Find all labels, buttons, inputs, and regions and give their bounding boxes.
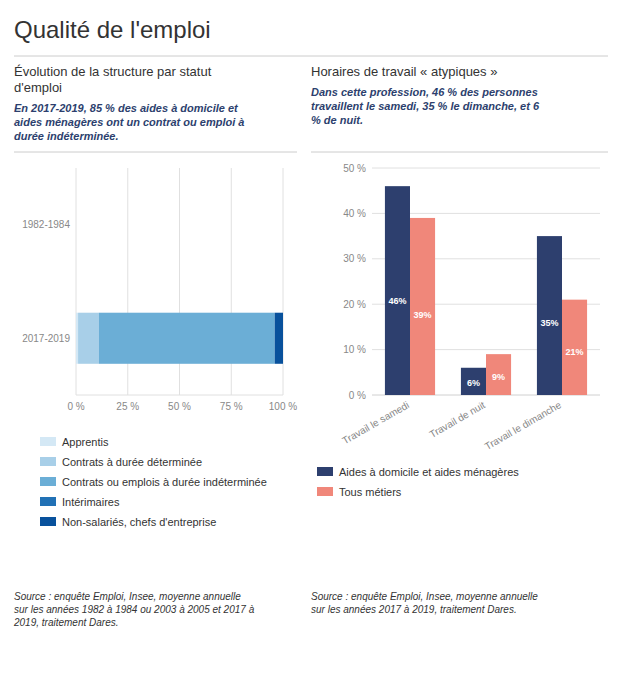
main-title: Qualité de l'emploi: [14, 16, 211, 43]
panel: Évolution de la structure par statutd'em…: [13, 64, 297, 628]
category-label: Travail de nuit: [427, 399, 487, 440]
text-line: durée indéterminée.: [14, 130, 119, 142]
labels: 0 % 25 % 50 % 75 % 100 % 2017-2019 1982-1984: [22, 219, 297, 412]
tick-label: 30 %: [343, 253, 366, 264]
bar: [385, 186, 410, 395]
panel-title: Évolution de la structure par statutd'em…: [14, 64, 212, 95]
category-label: 1982-1984: [22, 219, 70, 230]
text-line: sur les années 1982 à 1984 ou 2003 à 200…: [14, 604, 255, 615]
tick-label: 50 %: [343, 163, 366, 174]
text-line: Évolution de la structure par statut: [14, 64, 212, 79]
text-line: En 2017-2019, 85 % des aides à domicile …: [14, 102, 239, 114]
bar: [486, 354, 511, 395]
tick-label: 25 %: [116, 401, 139, 412]
legend-label: Apprentis: [62, 436, 109, 448]
legend-swatch: [40, 477, 56, 486]
legend: Aides à domicile et aides ménagères Tous …: [317, 466, 519, 498]
bar: [76, 199, 77, 250]
bar: [537, 236, 562, 395]
text-line: d'emploi: [14, 80, 62, 95]
category-label: Travail le samedi: [340, 399, 411, 446]
text-line: aides ménagères ont un contrat ou emploi…: [14, 116, 244, 128]
legend-label: Intérimaires: [62, 496, 120, 508]
category-label: 2017-2019: [22, 333, 70, 344]
legend-swatch: [40, 517, 56, 526]
bar: [99, 313, 275, 364]
legend-swatch: [317, 487, 333, 496]
bar: [76, 313, 78, 364]
legend-swatch: [40, 437, 56, 446]
tick-label: 100 %: [269, 401, 297, 412]
legend: Apprentis Contrats à durée déterminée Cont…: [40, 436, 267, 528]
bar: [562, 300, 587, 395]
panel-title: Horaires de travail « atypiques »: [311, 64, 497, 79]
legend-label: Aides à domicile et aides ménagères: [339, 466, 519, 478]
grid: [76, 168, 283, 395]
separator: [311, 152, 608, 153]
bar: [275, 313, 283, 364]
legend-label: Contrats ou emplois à durée indéterminée: [62, 476, 267, 488]
data-label: 6%: [467, 378, 480, 388]
bar: [76, 199, 77, 250]
text-line: % de nuit.: [311, 114, 363, 126]
separator: [14, 152, 297, 153]
tick-label: 75 %: [220, 401, 243, 412]
marks: [76, 313, 283, 364]
tick-label: 0 %: [349, 390, 366, 401]
legend-label: Non-salariés, chefs d'entreprise: [62, 516, 216, 528]
grid-line: [372, 168, 600, 169]
bar: [76, 199, 77, 250]
panel: Horaires de travail « atypiques » Dans ce…: [311, 64, 608, 615]
grid: [372, 168, 600, 395]
subtitle: Dans cette profession, 46 % des personne…: [311, 86, 540, 126]
tick-label: 20 %: [343, 299, 366, 310]
legend-swatch: [40, 497, 56, 506]
legend-label: Contrats à durée déterminée: [62, 456, 202, 468]
category-label: Travail le dimanche: [483, 399, 564, 452]
data-label: 46%: [388, 296, 406, 306]
legend-label: Tous métiers: [339, 486, 402, 498]
text-line: Source : enquête Emploi, Insee, moyenne …: [311, 591, 538, 602]
text-line: Dans cette profession, 46 % des personne…: [311, 86, 538, 98]
marks: [385, 186, 587, 395]
text-line: travaillent le samedi, 35 % le dimanche,…: [311, 100, 540, 112]
axis-line: [76, 395, 283, 396]
data-label: 35%: [540, 318, 558, 328]
source: Source : enquête Emploi, Insee, moyenne …: [13, 591, 255, 628]
bar: [76, 199, 77, 250]
legend-swatch: [40, 457, 56, 466]
bar: [410, 218, 435, 395]
tick-label: 10 %: [343, 344, 366, 355]
separator: [14, 56, 608, 57]
labels: 0 % 10 % 20 % 30 % 40 % 50 % Travail le samedi…: [340, 163, 583, 452]
text-line: Source : enquête Emploi, Insee, moyenne …: [14, 591, 241, 602]
bar: [461, 368, 486, 395]
tick-label: 50 %: [168, 401, 191, 412]
data-label: 21%: [566, 347, 584, 357]
figure: Qualité de l'emploi Évolution de la struc…: [0, 0, 622, 687]
tick-label: 0 %: [67, 401, 84, 412]
bar: [78, 313, 99, 364]
legend-swatch: [317, 467, 333, 476]
tick-label: 40 %: [343, 208, 366, 219]
data-label: 9%: [492, 372, 505, 382]
text-line: 2019, traitement Dares.: [13, 617, 119, 628]
text-line: sur les années 2017 à 2019, traitement D…: [311, 604, 517, 615]
source: Source : enquête Emploi, Insee, moyenne …: [311, 591, 538, 615]
bar: [76, 199, 77, 250]
data-label: 39%: [414, 310, 432, 320]
subtitle: En 2017-2019, 85 % des aides à domicile …: [14, 102, 244, 142]
